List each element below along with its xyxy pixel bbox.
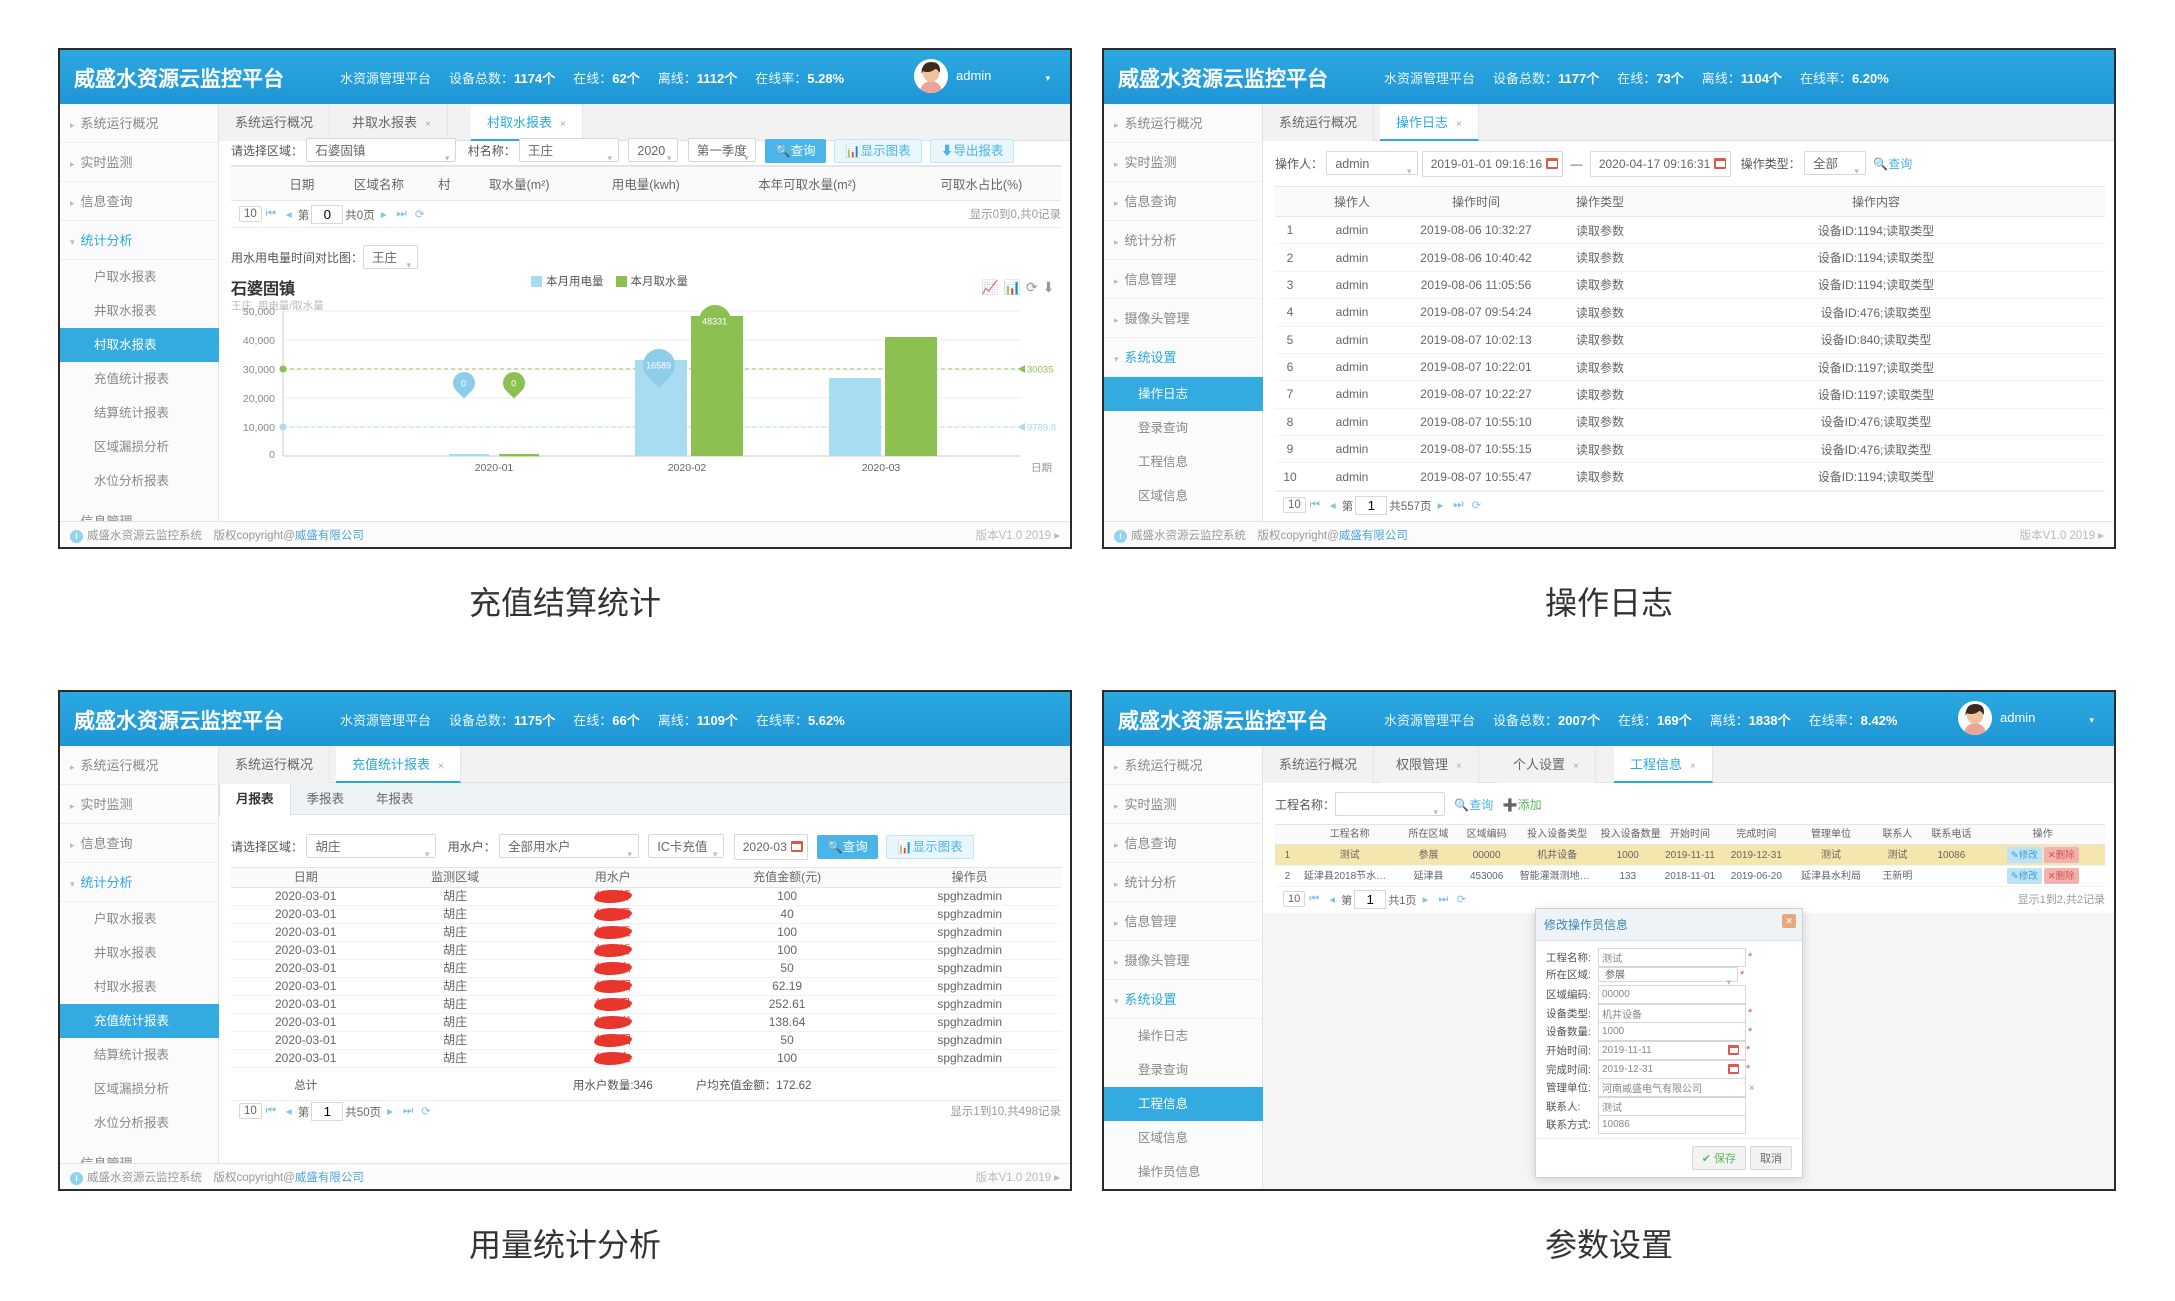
svg-text:30,000: 30,000: [243, 364, 275, 376]
svg-text:2020-02: 2020-02: [668, 462, 707, 474]
svg-text:50,000: 50,000: [243, 306, 275, 318]
svg-text:10,000: 10,000: [243, 422, 275, 434]
svg-text:日期: 日期: [1031, 462, 1052, 474]
svg-text:20,000: 20,000: [243, 393, 275, 405]
svg-text:2020-03: 2020-03: [862, 462, 901, 474]
svg-text:40,000: 40,000: [243, 335, 275, 347]
svg-text:9789.87: 9789.87: [1027, 423, 1057, 434]
svg-text:0: 0: [269, 449, 275, 461]
svg-text:2020-01: 2020-01: [475, 462, 514, 474]
svg-text:30035: 30035: [1027, 365, 1053, 376]
